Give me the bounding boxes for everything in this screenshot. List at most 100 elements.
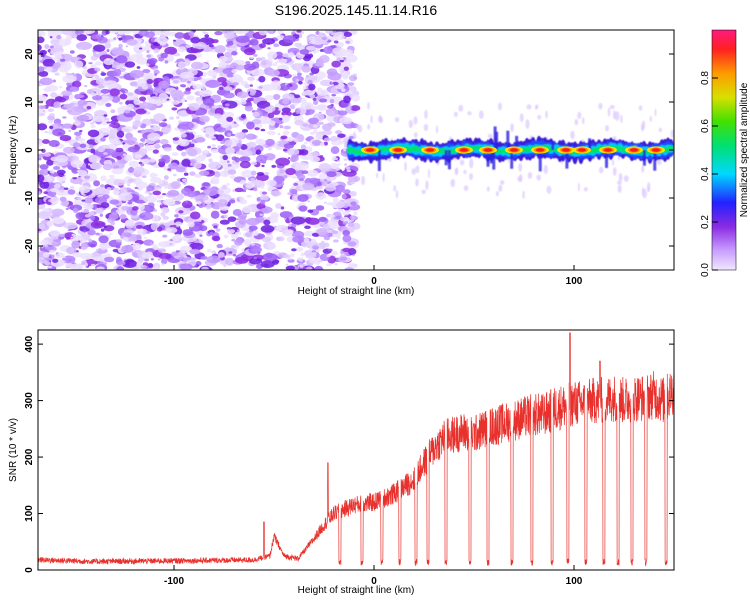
noise-blob bbox=[86, 89, 94, 94]
noise-blob bbox=[153, 209, 158, 212]
noise-blob bbox=[332, 197, 339, 202]
noise-blob bbox=[304, 225, 311, 229]
snr-y-tick-label-1: 100 bbox=[24, 505, 35, 522]
noise-blob bbox=[265, 138, 275, 146]
carrier-peak-core bbox=[366, 148, 374, 152]
noise-blob bbox=[95, 232, 100, 236]
noise-blob bbox=[301, 65, 311, 73]
noise-blob bbox=[261, 164, 265, 168]
noise-blob bbox=[249, 84, 253, 87]
noise-blob bbox=[250, 242, 256, 246]
noise-blob bbox=[164, 46, 178, 56]
noise-blob bbox=[199, 89, 213, 97]
noise-blob bbox=[260, 260, 275, 269]
noise-blob bbox=[339, 59, 344, 63]
noise-blob bbox=[83, 208, 90, 214]
carrier-halo-dot bbox=[415, 165, 420, 174]
carrier-halo-dot bbox=[519, 113, 524, 123]
noise-blob bbox=[58, 233, 65, 238]
carrier-halo-dot bbox=[357, 124, 363, 133]
carrier-halo-dot bbox=[609, 104, 615, 110]
noise-blob bbox=[126, 38, 138, 46]
noise-blob bbox=[69, 186, 75, 189]
noise-blob bbox=[240, 179, 246, 185]
noise-blob bbox=[57, 97, 67, 103]
noise-blob bbox=[115, 256, 122, 263]
noise-blob bbox=[258, 30, 268, 36]
noise-blob bbox=[244, 83, 250, 89]
carrier-halo-dot bbox=[425, 180, 429, 191]
noise-blob bbox=[260, 128, 266, 132]
noise-blob bbox=[162, 234, 168, 238]
noise-blob bbox=[100, 175, 107, 182]
carrier-halo-dot bbox=[360, 175, 366, 186]
noise-blob bbox=[85, 173, 98, 182]
noise-blob bbox=[261, 191, 268, 195]
noise-blob bbox=[103, 58, 115, 66]
carrier-halo-dot bbox=[453, 111, 458, 118]
noise-blob bbox=[235, 35, 250, 43]
noise-blob bbox=[276, 35, 286, 40]
noise-blob bbox=[285, 265, 296, 270]
noise-blob bbox=[335, 41, 345, 48]
noise-blob bbox=[204, 34, 210, 38]
noise-blob bbox=[144, 108, 149, 111]
noise-blob bbox=[223, 214, 228, 219]
noise-blob bbox=[127, 178, 136, 183]
noise-blob bbox=[295, 78, 299, 82]
noise-blob bbox=[146, 251, 153, 255]
noise-blob bbox=[63, 146, 75, 154]
noise-blob bbox=[147, 262, 154, 268]
noise-blob bbox=[176, 116, 180, 120]
noise-blob bbox=[235, 218, 239, 221]
noise-blob bbox=[99, 184, 105, 188]
noise-blob bbox=[337, 110, 348, 116]
noise-blob bbox=[105, 30, 110, 35]
noise-blob bbox=[308, 117, 319, 125]
noise-blob bbox=[311, 140, 323, 146]
noise-blob bbox=[116, 266, 125, 270]
noise-blob bbox=[38, 30, 46, 37]
noise-blob bbox=[229, 175, 236, 179]
carrier-peak-11 bbox=[647, 146, 665, 154]
noise-blob bbox=[318, 173, 328, 180]
noise-blob bbox=[199, 234, 203, 237]
noise-blob bbox=[223, 264, 227, 268]
noise-blob bbox=[293, 102, 298, 106]
noise-blob bbox=[251, 119, 262, 125]
noise-blob bbox=[80, 242, 88, 250]
carrier-halo-dot bbox=[393, 185, 397, 192]
noise-blob bbox=[174, 214, 179, 218]
noise-blob bbox=[103, 114, 108, 117]
noise-blob bbox=[65, 61, 70, 66]
noise-blob bbox=[234, 132, 245, 139]
noise-blob bbox=[42, 252, 50, 258]
noise-blob bbox=[77, 236, 84, 241]
carrier-halo-dot bbox=[546, 185, 552, 194]
noise-blob bbox=[113, 78, 120, 82]
noise-blob bbox=[283, 254, 291, 259]
noise-blob bbox=[100, 88, 110, 94]
noise-blob bbox=[279, 82, 290, 91]
noise-blob bbox=[255, 57, 263, 62]
noise-blob bbox=[121, 39, 128, 43]
noise-blob bbox=[287, 148, 300, 156]
noise-blob bbox=[103, 225, 108, 228]
noise-blob bbox=[280, 206, 285, 210]
noise-blob bbox=[192, 83, 203, 90]
noise-blob bbox=[346, 169, 352, 172]
carrier-halo-dot bbox=[604, 125, 610, 132]
noise-blob bbox=[63, 222, 78, 230]
snr-x-ticks: -100 0 100 bbox=[164, 565, 583, 587]
noise-blob bbox=[299, 259, 303, 263]
carrier-halo-dot bbox=[623, 175, 629, 182]
carrier-peak-7 bbox=[557, 146, 575, 154]
noise-blob bbox=[66, 236, 70, 240]
noise-blob bbox=[171, 152, 179, 156]
noise-blob bbox=[149, 172, 157, 179]
noise-blob bbox=[106, 144, 118, 150]
noise-blob bbox=[69, 204, 83, 212]
noise-blob bbox=[239, 156, 251, 163]
noise-blob bbox=[190, 61, 204, 70]
